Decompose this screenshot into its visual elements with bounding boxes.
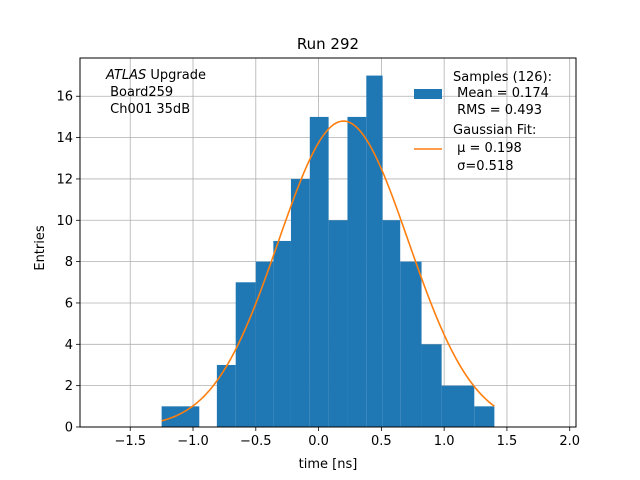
annotation-atlas: ATLAS (105, 68, 146, 83)
x-tick-label: 0.5 (371, 434, 392, 449)
x-tick-label: −1.0 (177, 434, 209, 449)
y-tick-label: 16 (56, 90, 73, 105)
x-tick-label: −1.5 (114, 434, 146, 449)
y-tick-label: 8 (65, 255, 73, 270)
legend-hist-swatch (414, 89, 442, 99)
histogram-bar (235, 282, 256, 427)
y-tick-label: 0 (65, 421, 73, 436)
x-tick-label: 0.0 (308, 434, 329, 449)
plot-frame (79, 57, 577, 428)
x-tick-label: −0.5 (240, 434, 272, 449)
histogram-bar (290, 178, 310, 427)
annotation-upgrade: Upgrade (146, 68, 206, 83)
legend-fit-line-1: Gaussian Fit: (453, 123, 536, 138)
x-axis-ticks: −1.5 −1.0 −0.5 0.0 0.5 1.0 1.5 2.0 (114, 427, 580, 449)
histogram-bar (273, 240, 291, 427)
x-axis-title: time [ns] (299, 457, 358, 472)
legend-hist-line-3: RMS = 0.493 (453, 103, 542, 118)
x-tick-label: 2.0 (559, 434, 580, 449)
chart-title: Run 292 (297, 35, 359, 53)
y-tick-label: 10 (56, 214, 73, 229)
y-tick-label: 12 (56, 172, 73, 187)
histogram-bar (421, 344, 442, 427)
annotation-line-1: ATLAS Upgrade (105, 68, 206, 83)
x-tick-label: 1.5 (497, 434, 518, 449)
histogram-bar (400, 261, 422, 427)
histogram-bar (309, 116, 329, 428)
histogram-bars (161, 75, 495, 428)
y-tick-label: 6 (65, 296, 73, 311)
y-tick-label: 2 (65, 379, 73, 394)
legend-fit-line-2: μ = 0.198 (453, 141, 522, 156)
y-axis-ticks: 0 2 4 6 8 10 12 14 16 (56, 90, 80, 436)
histogram-bar (328, 220, 348, 427)
x-tick-label: 1.0 (434, 434, 455, 449)
annotation-line-2: Board259 (106, 85, 173, 100)
histogram-bar (474, 406, 495, 427)
legend-fit-line-3: σ=0.518 (453, 159, 513, 174)
annotation-box: ATLAS Upgrade Board259 Ch001 35dB (105, 68, 206, 117)
annotation-line-3: Ch001 35dB (106, 102, 190, 117)
legend: Samples (126): Mean = 0.174 RMS = 0.493 … (414, 70, 552, 174)
histogram-bar (441, 385, 475, 427)
histogram-bar (255, 261, 274, 427)
histogram-bar (161, 406, 200, 427)
gaussian-fit-curve (161, 120, 495, 422)
y-tick-label: 14 (56, 131, 73, 146)
histogram-bar (366, 75, 383, 428)
histogram-bar (382, 220, 401, 427)
y-axis-title: Entries (33, 225, 48, 271)
legend-hist-line-2: Mean = 0.174 (453, 86, 549, 101)
legend-hist-line-1: Samples (126): (453, 70, 552, 85)
histogram-bar (216, 364, 236, 427)
y-tick-label: 4 (65, 338, 73, 353)
histogram-bar (347, 116, 367, 428)
gaussian-fit-curve-group (161, 120, 495, 422)
